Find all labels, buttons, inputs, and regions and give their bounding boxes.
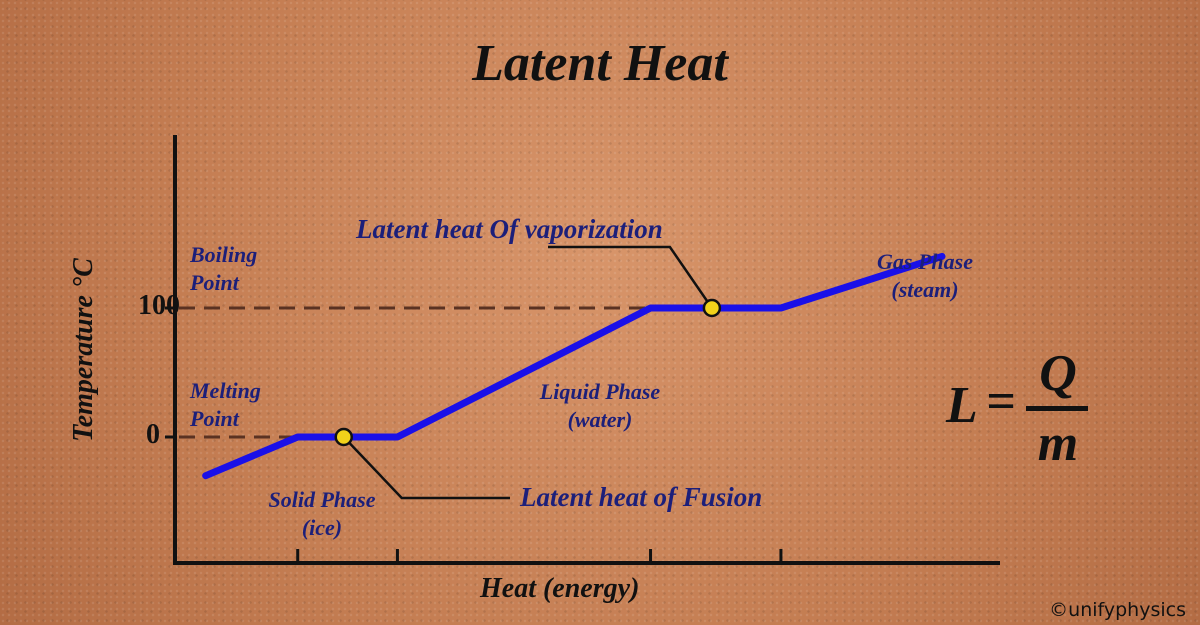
formula-fraction-bar	[1026, 406, 1088, 411]
formula-lhs: L	[946, 377, 978, 434]
solid-phase-label: Solid Phase (ice)	[268, 487, 376, 540]
fusion-point-marker	[334, 427, 353, 447]
melting-point-label: Melting Point	[190, 378, 261, 431]
credit-text: ©unifyphysics	[1049, 599, 1186, 621]
formula-numerator: Q	[1039, 345, 1077, 402]
liquid-phase-label: Liquid Phase (water)	[539, 379, 661, 432]
fusion-leader-line	[342, 436, 510, 500]
gas-phase-label: Gas Phase (steam)	[877, 249, 973, 302]
markers	[334, 298, 722, 447]
formula-denominator: m	[1037, 415, 1079, 472]
y-tick-label-0: 0	[146, 419, 160, 450]
vaporization-point-marker	[702, 298, 722, 318]
formula-equals: =	[986, 373, 1016, 430]
reference-lines	[179, 306, 651, 439]
vaporization-leader-line	[548, 245, 713, 309]
series-line	[202, 252, 946, 480]
leader-lines	[342, 245, 713, 500]
latent-heat-formula: L = Q m	[940, 345, 1100, 478]
x-ticks	[296, 549, 783, 563]
chart-title: Latent Heat	[472, 35, 728, 92]
boiling-point-label: Boiling Point	[190, 242, 258, 295]
y-axis-title: Temperature °C	[68, 258, 99, 442]
y-tick-label-100: 100	[138, 290, 180, 321]
heating-curve	[202, 252, 946, 480]
axes	[165, 135, 1000, 565]
fusion-label: Latent heat of Fusion	[520, 482, 763, 512]
vaporization-label: Latent heat Of vaporization	[356, 214, 663, 244]
x-axis-title: Heat (energy)	[480, 573, 640, 604]
